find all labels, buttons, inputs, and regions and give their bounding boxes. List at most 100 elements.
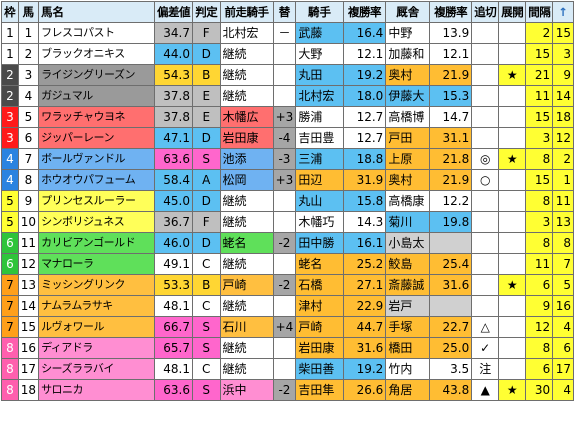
odds-table: 枠 馬 馬名 偏差値 判定 前走騎手 替 騎手 複勝率 厩舎 複勝率 追切 展開… xyxy=(1,1,574,401)
grade-cell: E xyxy=(191,85,221,107)
jockey-rate-cell: 16.1 xyxy=(342,232,387,254)
table-row[interactable]: 8 17 シーズララバイ 48.1 C 継続 柴田善 19.2 竹内 3.5 注 6 17 xyxy=(1,358,574,380)
jockey-change-cell xyxy=(272,253,297,275)
deviation-cell: 58.4 xyxy=(153,169,193,191)
header-jockey-rate: 複勝率 xyxy=(342,1,387,23)
jockey-rate-cell: 16.4 xyxy=(342,22,387,44)
umaban-cell: 9 xyxy=(17,190,40,212)
table-row[interactable]: 1 2 ブラックオニキス 44.0 D 継続 大野 12.1 加藤和 12.1 15 3 xyxy=(1,43,574,65)
table-row[interactable]: 3 6 ジッパーレーン 47.1 D 岩田康 -4 吉田豊 12.7 戸田 31.1 3 12 xyxy=(1,127,574,149)
jockey-rate-cell: 18.8 xyxy=(342,148,387,170)
table-row[interactable]: 7 15 ルヴォワール 66.7 S 石川 +4 戸崎 44.7 手塚 22.7 △ 12 4 xyxy=(1,316,574,338)
table-row[interactable]: 3 5 ワラッチャウヨネ 37.8 E 木幡広 +3 勝浦 12.7 高橋博 14.7 15 18 xyxy=(1,106,574,128)
umaban-cell: 14 xyxy=(17,295,40,317)
prev-jockey-cell: 浜中 xyxy=(219,379,274,401)
table-row[interactable]: 4 7 ボールヴァンドル 63.6 S 池添 -3 三浦 18.8 上原 21.8 ◎ ★ 8 2 xyxy=(1,148,574,170)
table-row[interactable]: 7 13 ミッシングリンク 53.3 B 戸崎 -2 石橋 27.1 斎藤誠 31.6 ★ 6 5 xyxy=(1,274,574,296)
interval-cell: 2 xyxy=(525,22,554,44)
table-row[interactable]: 1 1 フレスコパスト 34.7 F 北村宏－武藤 16.4 中野 13.9 2 15 xyxy=(1,22,574,44)
stable-cell: 奥村 xyxy=(385,64,431,86)
jockey-change-cell: -4 xyxy=(272,127,297,149)
umaban-cell: 13 xyxy=(17,274,40,296)
oikiri-mark-cell xyxy=(471,253,500,275)
stable-rate-cell: 3.5 xyxy=(429,358,473,380)
stable-cell: 奥村 xyxy=(385,169,431,191)
jockey-change-cell xyxy=(272,85,297,107)
popularity-cell: 4 xyxy=(552,379,574,401)
jockey-cell: 柴田善 xyxy=(295,358,344,380)
horse-name-cell: サロニカ xyxy=(38,379,155,401)
jockey-rate-cell: 19.2 xyxy=(342,358,387,380)
horse-name-cell: シンボリジュネス xyxy=(38,211,155,233)
jockey-cell: 田中勝 xyxy=(295,232,344,254)
deviation-cell: 66.7 xyxy=(153,316,193,338)
interval-cell: 15 xyxy=(525,106,554,128)
stable-cell: 斎藤誠 xyxy=(385,274,431,296)
deviation-cell: 53.3 xyxy=(153,274,193,296)
prev-jockey-cell: 継続 xyxy=(219,43,274,65)
table-row[interactable]: 2 3 ライジングリーズン 54.3 B 継続 丸田 19.2 奥村 21.9 ★ 21 9 xyxy=(1,64,574,86)
jockey-cell: 丸田 xyxy=(295,64,344,86)
stable-cell: 鮫島 xyxy=(385,253,431,275)
table-row[interactable]: 7 14 ナムラムラサキ 48.1 C 継続 津村 22.9 岩戸 9 16 xyxy=(1,295,574,317)
prev-jockey-cell: 継続 xyxy=(219,253,274,275)
stable-rate-cell: 21.9 xyxy=(429,169,473,191)
oikiri-mark-cell xyxy=(471,232,500,254)
waku-cell: 3 xyxy=(1,106,19,128)
table-row[interactable]: 6 12 マナローラ 49.1 C 継続 蛯名 25.2 鮫島 25.4 11 7 xyxy=(1,253,574,275)
stable-rate-cell: 31.1 xyxy=(429,127,473,149)
popularity-cell: 16 xyxy=(552,295,574,317)
stable-rate-cell xyxy=(429,295,473,317)
popularity-cell: 1 xyxy=(552,169,574,191)
interval-cell: 8 xyxy=(525,232,554,254)
table-row[interactable]: 5 10 シンボリジュネス 36.7 F 継続 木幡巧 14.3 菊川 19.8 3 13 xyxy=(1,211,574,233)
deviation-cell: 47.1 xyxy=(153,127,193,149)
table-row[interactable]: 8 16 ディアドラ 65.7 S 継続 岩田康 31.6 橋田 25.0 ✓ 8 6 xyxy=(1,337,574,359)
oikiri-mark-cell xyxy=(471,211,500,233)
oikiri-mark-cell xyxy=(471,64,500,86)
deviation-cell: 65.7 xyxy=(153,337,193,359)
interval-cell: 3 xyxy=(525,211,554,233)
jockey-rate-cell: 26.6 xyxy=(342,379,387,401)
tenkai-cell xyxy=(498,190,527,212)
table-row[interactable]: 5 9 プリンセスルーラー 45.0 D 継続 丸山 15.8 高橋康 12.2 8 11 xyxy=(1,190,574,212)
table-row[interactable]: 8 18 サロニカ 63.6 S 浜中 -2 吉田隼 26.6 角居 43.8 ▲ ★ 30 4 xyxy=(1,379,574,401)
stable-rate-cell xyxy=(429,232,473,254)
umaban-cell: 6 xyxy=(17,127,40,149)
waku-cell: 3 xyxy=(1,127,19,149)
horse-name-cell: ガジュマル xyxy=(38,85,155,107)
popularity-cell: 8 xyxy=(552,232,574,254)
stable-rate-cell: 15.3 xyxy=(429,85,473,107)
jockey-rate-cell: 44.7 xyxy=(342,316,387,338)
deviation-cell: 63.6 xyxy=(153,148,193,170)
oikiri-mark-cell xyxy=(471,274,500,296)
umaban-cell: 15 xyxy=(17,316,40,338)
deviation-cell: 49.1 xyxy=(153,253,193,275)
umaban-cell: 4 xyxy=(17,85,40,107)
popularity-cell: 3 xyxy=(552,43,574,65)
interval-cell: 30 xyxy=(525,379,554,401)
interval-cell: 8 xyxy=(525,337,554,359)
popularity-cell: 12 xyxy=(552,127,574,149)
prev-jockey-cell: 継続 xyxy=(219,211,274,233)
horse-name-cell: ブラックオニキス xyxy=(38,43,155,65)
table-row[interactable]: 2 4 ガジュマル 37.8 E 継続 北村宏 18.0 伊藤大 15.3 11 14 xyxy=(1,85,574,107)
stable-rate-cell: 31.6 xyxy=(429,274,473,296)
stable-cell: 上原 xyxy=(385,148,431,170)
horse-name-cell: ナムラムラサキ xyxy=(38,295,155,317)
prev-jockey-cell: 蛯名 xyxy=(219,232,274,254)
stable-cell: 橋田 xyxy=(385,337,431,359)
table-row[interactable]: 6 11 カリビアンゴールド 46.0 D 蛯名 -2 田中勝 16.1 小島太 8 8 xyxy=(1,232,574,254)
popularity-cell: 11 xyxy=(552,190,574,212)
horse-name-cell: ジッパーレーン xyxy=(38,127,155,149)
table-row[interactable]: 4 8 ホウオウパフューム 58.4 A 松岡 +3 田辺 31.9 奥村 21.9 ○ 15 1 xyxy=(1,169,574,191)
grade-cell: D xyxy=(191,43,221,65)
prev-jockey-cell: 松岡 xyxy=(219,169,274,191)
oikiri-mark-cell xyxy=(471,106,500,128)
jockey-rate-cell: 14.3 xyxy=(342,211,387,233)
sort-arrow-icon[interactable]: ↑ xyxy=(552,1,574,23)
grade-cell: B xyxy=(191,274,221,296)
stable-cell: 竹内 xyxy=(385,358,431,380)
jockey-rate-cell: 22.9 xyxy=(342,295,387,317)
header-prev-jockey: 前走騎手 xyxy=(219,1,274,23)
